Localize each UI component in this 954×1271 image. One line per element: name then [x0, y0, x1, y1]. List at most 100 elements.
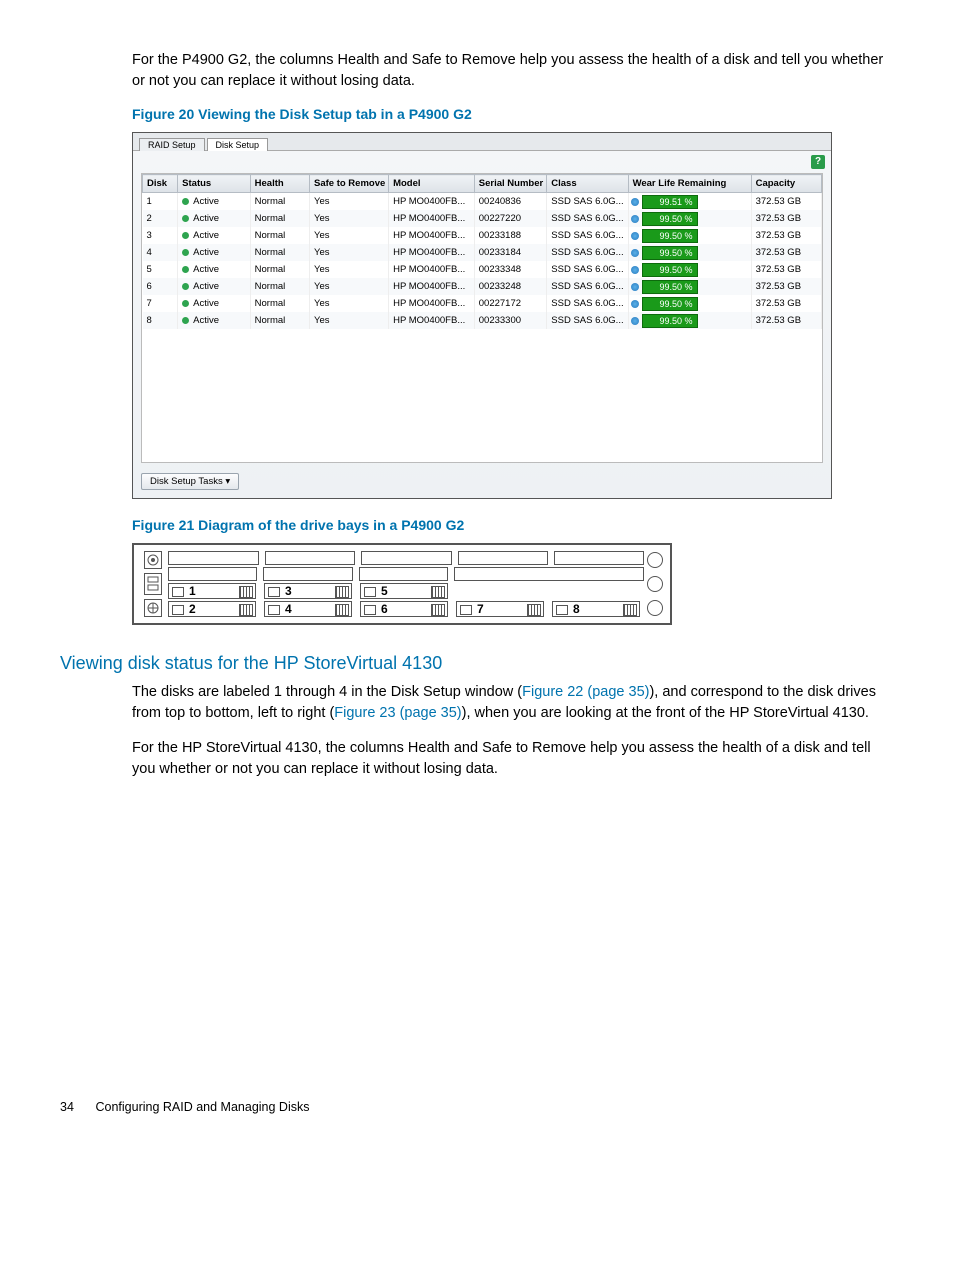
table-cell: SSD SAS 6.0G...	[547, 312, 628, 329]
table-cell: 4	[143, 244, 178, 261]
drive-bay-8: 8	[552, 601, 640, 617]
table-cell: 6	[143, 278, 178, 295]
wear-life-bar: 99.50 %	[642, 314, 698, 328]
table-cell: Yes	[309, 278, 388, 295]
disk-setup-tasks-button[interactable]: Disk Setup Tasks ▾	[141, 473, 239, 490]
table-row[interactable]: 1ActiveNormalYesHP MO0400FB...00240836SS…	[143, 193, 822, 211]
column-header[interactable]: Capacity	[751, 175, 821, 193]
table-cell: Normal	[250, 244, 309, 261]
table-row[interactable]: 2ActiveNormalYesHP MO0400FB...00227220SS…	[143, 210, 822, 227]
tab-raid-setup[interactable]: RAID Setup	[139, 138, 205, 151]
table-cell: SSD SAS 6.0G...	[547, 227, 628, 244]
table-cell: Active	[178, 244, 251, 261]
wear-life-bar: 99.50 %	[642, 280, 698, 294]
table-cell: 00233188	[474, 227, 547, 244]
column-header[interactable]: Safe to Remove	[309, 175, 388, 193]
drive-bay-diagram: 1 3 5 2 4 6 7 8	[132, 543, 672, 625]
tab-disk-setup[interactable]: Disk Setup	[207, 138, 269, 151]
table-cell: 99.51 %	[628, 193, 751, 211]
led-block-icon	[144, 573, 162, 595]
help-icon[interactable]: ?	[811, 155, 825, 169]
intro-paragraph: For the P4900 G2, the columns Health and…	[132, 50, 894, 92]
drive-bay-3: 3	[264, 583, 352, 599]
power-icon	[144, 551, 162, 569]
column-header[interactable]: Serial Number	[474, 175, 547, 193]
section-heading-4130: Viewing disk status for the HP StoreVirt…	[60, 653, 894, 674]
table-cell: Normal	[250, 227, 309, 244]
table-cell: 5	[143, 261, 178, 278]
wear-life-bar: 99.50 %	[642, 229, 698, 243]
disk-setup-screenshot: RAID Setup Disk Setup ? DiskStatusHealth…	[132, 132, 832, 499]
table-row[interactable]: 6ActiveNormalYesHP MO0400FB...00233248SS…	[143, 278, 822, 295]
table-cell: Normal	[250, 295, 309, 312]
text-fragment: ), when you are looking at the front of …	[462, 705, 869, 721]
drive-bay-4: 4	[264, 601, 352, 617]
table-row[interactable]: 4ActiveNormalYesHP MO0400FB...00233184SS…	[143, 244, 822, 261]
table-cell: 372.53 GB	[751, 278, 821, 295]
table-cell: 372.53 GB	[751, 227, 821, 244]
table-cell: Normal	[250, 312, 309, 329]
drive-bay-7: 7	[456, 601, 544, 617]
table-cell: 00227172	[474, 295, 547, 312]
table-cell: 372.53 GB	[751, 312, 821, 329]
blank-bay	[263, 567, 352, 581]
table-cell: Yes	[309, 261, 388, 278]
table-cell: HP MO0400FB...	[389, 210, 475, 227]
table-cell: Active	[178, 295, 251, 312]
wear-life-bar: 99.50 %	[642, 246, 698, 260]
wear-life-bar: 99.50 %	[642, 297, 698, 311]
drive-bay-6: 6	[360, 601, 448, 617]
fan-icon	[144, 599, 162, 617]
table-cell: 99.50 %	[628, 295, 751, 312]
column-header[interactable]: Health	[250, 175, 309, 193]
table-cell: 3	[143, 227, 178, 244]
table-cell: SSD SAS 6.0G...	[547, 295, 628, 312]
optical-slot	[454, 567, 644, 581]
table-cell: Yes	[309, 244, 388, 261]
figure-21-caption: Figure 21 Diagram of the drive bays in a…	[132, 517, 894, 533]
column-header[interactable]: Class	[547, 175, 628, 193]
table-cell: Normal	[250, 278, 309, 295]
section-paragraph-2: For the HP StoreVirtual 4130, the column…	[132, 738, 894, 780]
text-fragment: The disks are labeled 1 through 4 in the…	[132, 684, 522, 700]
table-row[interactable]: 7ActiveNormalYesHP MO0400FB...00227172SS…	[143, 295, 822, 312]
table-row[interactable]: 3ActiveNormalYesHP MO0400FB...00233188SS…	[143, 227, 822, 244]
table-cell: Yes	[309, 312, 388, 329]
column-header[interactable]: Model	[389, 175, 475, 193]
table-row[interactable]: 5ActiveNormalYesHP MO0400FB...00233348SS…	[143, 261, 822, 278]
port-icon	[647, 600, 663, 616]
footer-chapter-title: Configuring RAID and Managing Disks	[95, 1100, 309, 1114]
table-cell: Active	[178, 261, 251, 278]
link-figure-22[interactable]: Figure 22 (page 35)	[522, 684, 649, 700]
disk-table-wrap: DiskStatusHealthSafe to RemoveModelSeria…	[141, 173, 823, 463]
blank-bay	[168, 567, 257, 581]
column-header[interactable]: Wear Life Remaining	[628, 175, 751, 193]
table-cell: SSD SAS 6.0G...	[547, 278, 628, 295]
blank-bay	[361, 551, 452, 565]
table-cell: 372.53 GB	[751, 295, 821, 312]
table-cell: Active	[178, 227, 251, 244]
wear-life-bar: 99.51 %	[642, 195, 698, 209]
table-cell: Yes	[309, 210, 388, 227]
blank-bay	[554, 551, 644, 565]
table-cell: 372.53 GB	[751, 244, 821, 261]
tab-bar: RAID Setup Disk Setup	[133, 133, 831, 151]
table-row[interactable]: 8ActiveNormalYesHP MO0400FB...00233300SS…	[143, 312, 822, 329]
column-header[interactable]: Status	[178, 175, 251, 193]
chassis-right-module	[644, 549, 666, 619]
table-cell: Normal	[250, 193, 309, 211]
table-cell: 00233248	[474, 278, 547, 295]
table-cell: 99.50 %	[628, 312, 751, 329]
table-cell: 2	[143, 210, 178, 227]
table-cell: 7	[143, 295, 178, 312]
table-cell: HP MO0400FB...	[389, 278, 475, 295]
table-cell: 372.53 GB	[751, 210, 821, 227]
table-cell: HP MO0400FB...	[389, 244, 475, 261]
blank-bay	[168, 551, 259, 565]
table-cell: HP MO0400FB...	[389, 227, 475, 244]
table-cell: 99.50 %	[628, 278, 751, 295]
link-figure-23[interactable]: Figure 23 (page 35)	[334, 705, 461, 721]
column-header[interactable]: Disk	[143, 175, 178, 193]
table-cell: Active	[178, 210, 251, 227]
table-cell: 8	[143, 312, 178, 329]
